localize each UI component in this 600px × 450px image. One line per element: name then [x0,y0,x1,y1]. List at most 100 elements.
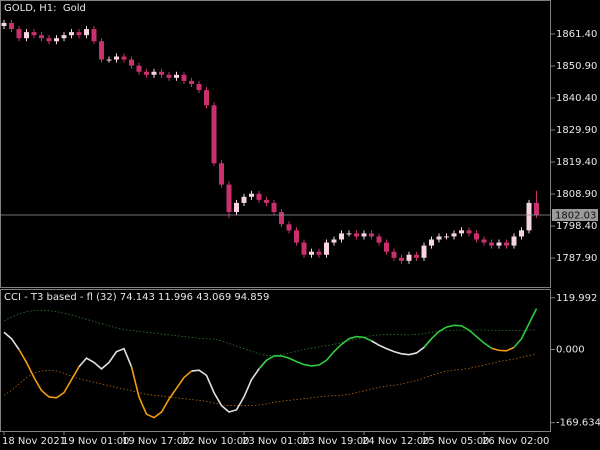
candle-body [69,32,74,36]
x-tick-label: 23 Nov 19:00 [302,436,369,447]
candle-body [391,251,397,258]
candle-body [294,230,299,243]
y-tick-label: 0.000 [556,345,585,356]
candle-body [54,38,59,42]
candle-body [61,35,67,39]
x-tick-label: 26 Nov 02:00 [482,436,549,447]
y-tick-label: 1850.90 [556,61,597,72]
y-tick-label: 1840.40 [556,93,597,104]
indicator-line [3,309,537,356]
candle-body [1,22,7,27]
last-price-box [552,209,598,222]
candle-body [286,224,292,231]
last-price-label: 1802.03 [555,211,596,222]
y-tick-label: 1819.40 [556,157,597,168]
candle-body [444,236,449,238]
candle-body [249,193,254,197]
x-tick-label: 19 Nov 01:00 [62,436,129,447]
candle-body [429,239,434,246]
x-tick-label: 22 Nov 10:00 [182,436,249,447]
candle-body [489,242,494,246]
x-tick-label: 18 Nov 2021 [2,436,66,447]
y-tick-label: 1829.90 [556,125,597,136]
candle-body [129,59,134,66]
y-tick-label: 1798.40 [556,221,597,232]
candle-body [174,74,179,78]
candle-body [369,233,374,237]
candle-body [151,71,157,75]
price-pane [0,0,551,288]
indicator-line [258,308,538,370]
candle-body [234,202,239,213]
candle-body [264,199,269,203]
candle-body [181,74,187,81]
candle-body [384,242,389,252]
candle-body [76,32,82,36]
y-tick-label: -169.634 [556,418,600,429]
candle-body [46,38,52,42]
candle-body [526,202,532,231]
y-tick-label: 1787.90 [556,253,597,264]
candle-body [331,239,337,243]
candle-body [436,236,442,240]
candle-body [226,184,232,213]
candle-body [241,196,247,203]
candle-body [204,90,209,106]
candle-body [451,233,457,237]
candle-body [309,251,314,255]
candle-body [534,202,539,216]
candle-body [24,32,29,39]
candle-body [511,236,517,246]
x-tick-label: 19 Nov 17:00 [122,436,189,447]
candle-body [474,233,479,240]
candle-body [189,80,194,84]
chart-title: GOLD, H1: Gold [4,3,86,14]
candle-body [481,239,487,243]
indicator-pane [0,289,551,432]
candle-body [114,56,119,60]
candle-body [466,230,472,234]
candle-body [414,254,419,258]
indicator-title: CCI - T3 based - fl (32) 74.143 11.996 4… [4,292,269,303]
candle-body [211,105,217,164]
candle-body [84,29,89,36]
x-tick-label: 23 Nov 01:00 [242,436,309,447]
indicator-line [3,331,433,413]
candle-body [166,74,172,78]
candle-body [31,32,37,36]
candle-body [519,230,524,237]
candle-body [219,163,224,185]
candle-body [324,242,329,255]
indicator-line [18,346,515,419]
candle-body [106,59,112,61]
indicator-line [3,353,537,406]
y-tick-label: 1861.40 [556,29,597,40]
candle-body [399,257,404,261]
candle-body [354,233,359,237]
candle-body [459,230,464,234]
candle-body [346,233,352,235]
candle-body [256,193,262,200]
candle-body [496,242,502,246]
candle-body [136,65,142,72]
candle-body [301,242,307,255]
x-tick-label: 25 Nov 05:00 [422,436,489,447]
candle-body [271,202,277,213]
candle-body [421,245,427,258]
candle-body [91,29,97,42]
candle-body [316,251,322,255]
candle-body [99,41,104,60]
candle-body [361,233,367,237]
candle-body [16,29,22,39]
candle-body [196,83,202,91]
candle-body [279,212,284,225]
candle-body [339,233,344,240]
candle-body [39,35,44,39]
candle-body [9,22,14,30]
y-tick-label: 1808.90 [556,189,597,200]
candle-body [376,236,382,243]
candle-body [406,254,412,261]
candle-body [159,71,164,75]
candle-body [504,242,509,246]
